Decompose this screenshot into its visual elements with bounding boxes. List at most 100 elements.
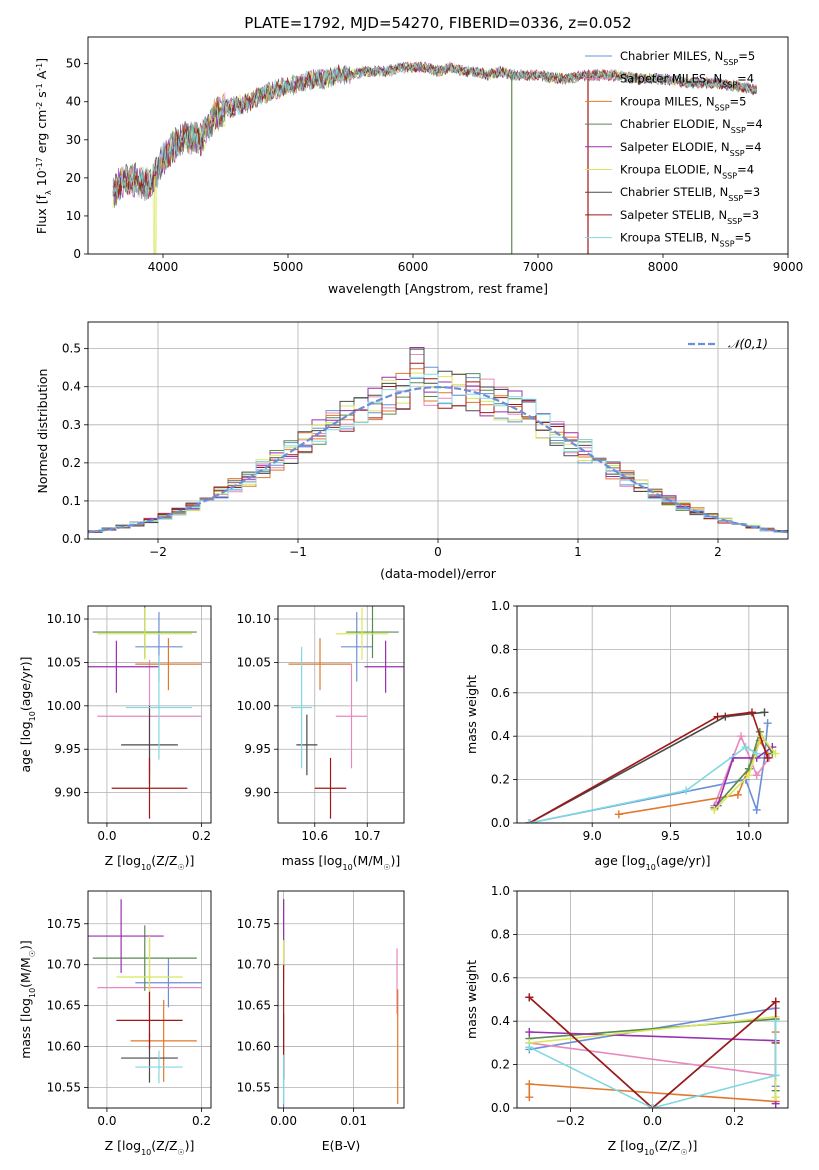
legend-sub: SSP (722, 171, 737, 180)
legend-text: =3 (743, 185, 760, 199)
x-tick-label: −2 (149, 545, 167, 559)
label-part: (Z/Z (654, 1138, 680, 1153)
legend-label: Salpeter MILES, NSSP=4 (620, 72, 754, 90)
x-tick-label: 0.01 (340, 1114, 367, 1128)
x-axis-label: age [log10(age/yr)] (594, 853, 710, 872)
legend-text: Kroupa STELIB, N (620, 231, 720, 245)
y-tick-label: 9.95 (244, 742, 271, 756)
legend-sub: SSP (731, 126, 746, 135)
axes-frame (87, 36, 789, 255)
data-point-3 (130, 999, 197, 1082)
label-part: (M/M (18, 957, 33, 988)
x-axis-label: (data-model)/error (380, 566, 497, 581)
legend-label: Kroupa ELODIE, NSSP=4 (620, 163, 754, 181)
label-part: )] (18, 940, 33, 950)
error-bars (88, 899, 202, 1084)
label-sub: 10 (644, 1148, 654, 1157)
series-line (529, 711, 769, 823)
series-marker (771, 1017, 780, 1026)
spectrum-lines (112, 60, 758, 254)
y-tick-label: 0.0 (491, 1101, 510, 1115)
legend-text: Salpeter ELODIE, N (620, 140, 730, 154)
x-tick-label: 8000 (648, 260, 679, 274)
y-axis-label: mass [log10(M/M☉)] (18, 940, 37, 1059)
axes-frame (516, 605, 789, 824)
series-marker (713, 712, 722, 721)
data-point-6 (97, 607, 193, 660)
y-tick-label: 9.95 (54, 742, 81, 756)
residual-histogram: −2 −1 0 1 2 0.0 0.1 0.2 0.3 0.4 0.5 𝒩(0,1) (data-mod… (35, 321, 789, 581)
axes-frame (277, 605, 405, 824)
y-tick-label: 10.65 (237, 999, 271, 1013)
axes-frame (516, 890, 789, 1109)
x-tick-label: 0.2 (192, 1114, 211, 1128)
x-tick-label: 0.2 (725, 1114, 744, 1128)
data-point-4 (92, 925, 197, 991)
x-tick-label: −1 (289, 545, 307, 559)
y-tick-label: 0 (73, 247, 81, 261)
series-marker (682, 786, 691, 795)
data-point-8 (314, 757, 347, 819)
x-axis-label: mass [log10(M/M☉)] (282, 853, 401, 872)
legend-text: =5 (735, 231, 752, 245)
axes-frame (87, 890, 212, 1109)
legend-sub: SSP (728, 194, 743, 203)
x-tick-label: 0 (434, 545, 442, 559)
data-point-3 (288, 638, 352, 691)
series-line (618, 738, 769, 816)
label-sub: 10 (646, 863, 656, 872)
y-tick-label: 40 (66, 95, 81, 109)
y-tick-label: 10.70 (237, 958, 271, 972)
y-axis-label: Flux [fλ 10-17 erg cm-2 s-1 A-1] (34, 58, 53, 234)
series-line (716, 746, 773, 806)
series-marker (771, 1093, 780, 1102)
data-point-5 (88, 899, 164, 973)
y-tick-label: 0.4 (491, 729, 510, 743)
label-part: )] (185, 1138, 195, 1153)
y-axis-label-sup: -17 (35, 157, 44, 170)
y-axis-label: age [log10(age/yr)] (18, 656, 37, 772)
data-point-7 (296, 714, 318, 776)
label-part: Z [log (608, 1138, 644, 1153)
data-point-1 (341, 612, 373, 682)
label-part: (Z/Z (151, 853, 177, 868)
label-part: )] (185, 853, 195, 868)
legend-label: Chabrier STELIB, NSSP=3 (620, 185, 760, 203)
x-tick-label: 6000 (398, 260, 429, 274)
spectrum-series-8 (112, 61, 758, 200)
mass-vs-ebv-plot: 0.00 0.01 10.55 10.60 10.65 10.70 10.75 E(B-V) (237, 890, 405, 1153)
y-tick-label: 0.4 (491, 1014, 510, 1028)
label-sub: 10 (141, 863, 151, 872)
series-line (529, 723, 769, 823)
y-tick-label: 10 (66, 209, 81, 223)
series-9 (525, 1017, 780, 1108)
y-tick-label: 0.6 (491, 686, 510, 700)
axes-frame (87, 321, 789, 540)
label-part: mass [log (282, 853, 343, 868)
data-point-2 (335, 664, 368, 769)
y-axis-label-sup: -2 (35, 102, 44, 110)
y-tick-label: 0.1 (62, 494, 81, 508)
series-8 (525, 708, 772, 823)
y-tick-label: 30 (66, 133, 81, 147)
legend-text: Salpeter STELIB, N (620, 208, 727, 222)
y-tick-label: 10.10 (237, 612, 271, 626)
y-tick-label: 10.75 (47, 917, 81, 931)
data-point-9 (291, 646, 313, 769)
label-sub: ☉ (177, 1148, 184, 1157)
legend-text: Salpeter MILES, N (620, 72, 722, 86)
x-tick-label: 5000 (273, 260, 304, 274)
y-tick-label: 20 (66, 171, 81, 185)
y-tick-label: 9.90 (244, 786, 271, 800)
data-point-3 (135, 638, 202, 691)
y-tick-label: 0.2 (491, 773, 510, 787)
legend-text: =4 (745, 140, 762, 154)
series-marker (713, 801, 722, 810)
legend-sub: SSP (727, 216, 742, 225)
legend-text: Chabrier STELIB, N (620, 185, 728, 199)
series-marker (648, 1104, 657, 1108)
y-axis-label-part: 10 (34, 170, 49, 190)
x-tick-label: 9.0 (583, 829, 602, 843)
